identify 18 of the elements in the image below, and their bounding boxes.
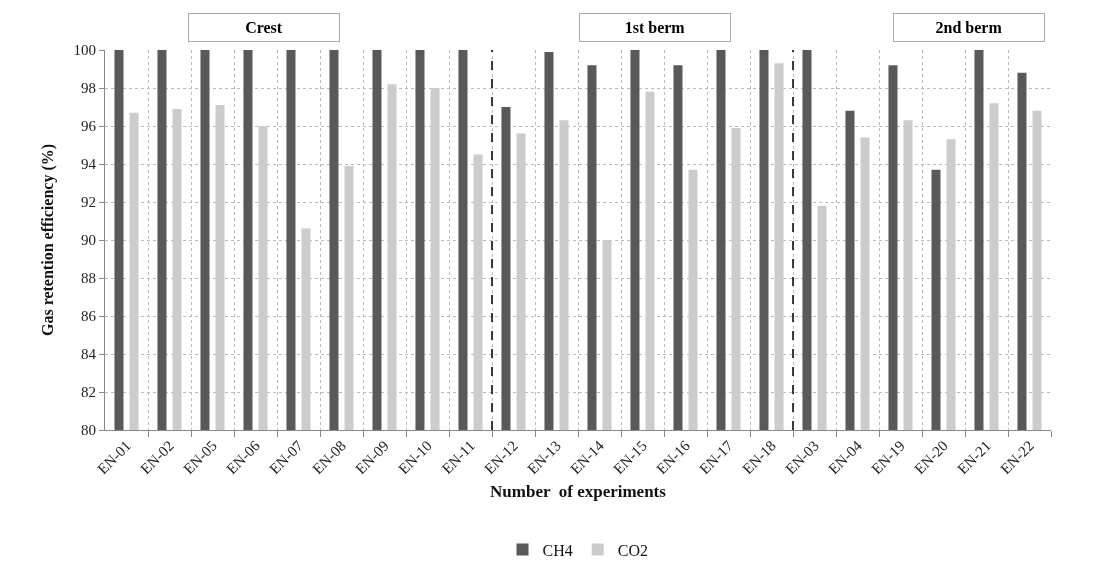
y-tick-label: 98 [81,80,96,97]
y-axis-title: Gas retention efficiency (%) [39,143,58,337]
y-tick-label: 90 [81,232,96,249]
x-axis-title: Number of experiments [490,481,667,501]
y-tick-label: 84 [81,346,97,363]
y-tick-label: 100 [73,42,96,59]
text: 2nd berm [935,19,1003,36]
y-tick-label: 96 [81,118,97,135]
y-tick-label: 88 [81,270,96,287]
y-tick-label: 92 [81,194,96,211]
legend-label: CH4 [542,541,573,559]
y-tick-label: 80 [81,422,96,439]
y-tick-label: 86 [81,308,97,325]
legend-label: CO2 [617,541,648,559]
y-tick-label: 82 [81,384,96,401]
text: Crest [245,19,283,36]
text: 1st berm [624,19,686,36]
y-tick-label: 94 [81,156,97,173]
